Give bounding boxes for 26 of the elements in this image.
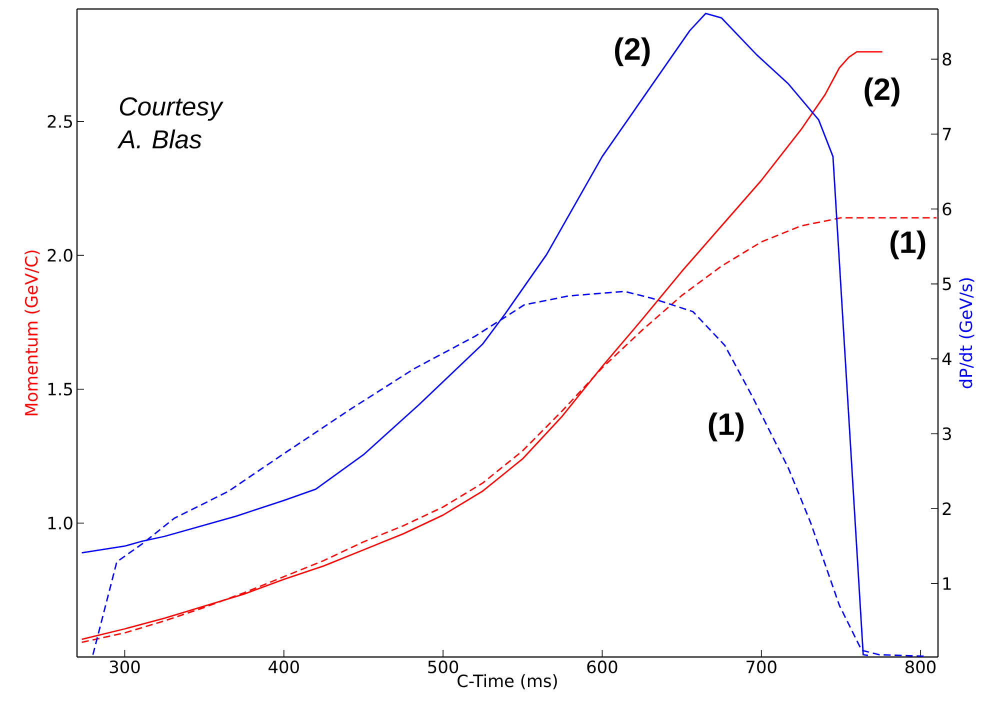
x-tick-label: 300 — [110, 660, 140, 674]
y-tick-label: 1.0 — [48, 516, 72, 530]
y2-tick-label: 8 — [942, 52, 952, 66]
x-tick-label: 600 — [587, 660, 618, 674]
y2-tick-label: 3 — [942, 427, 951, 440]
y2-axis-title: dP/dt (GeV/s) — [959, 278, 974, 388]
annotation: (2) — [864, 78, 900, 106]
x-tick-label: 500 — [428, 660, 458, 674]
y2-tick-label: 5 — [942, 278, 951, 290]
annotation: (1) — [890, 230, 926, 260]
y-axis-title: Momentum (GeV/C) — [24, 250, 40, 416]
y2-tick-label: 2 — [942, 502, 951, 515]
annotation: (1) — [708, 412, 744, 442]
x-tick-label: 800 — [905, 660, 936, 674]
y2-tick-label: 7 — [942, 128, 951, 140]
x-tick-label: 400 — [268, 660, 299, 674]
annotation: (2) — [615, 37, 650, 66]
y-tick-label: 1.5 — [48, 382, 72, 396]
y2-tick-label: 1 — [943, 577, 951, 590]
x-axis-title: C-Time (ms) — [458, 674, 557, 690]
y-tick-label: 2.5 — [48, 115, 72, 128]
y2-tick-label: 6 — [942, 202, 952, 216]
y-tick-label: 2.0 — [48, 248, 72, 262]
x-tick-label: 700 — [746, 660, 776, 674]
annotation: Courtesy A. Blas — [117, 97, 224, 149]
y2-tick-label: 4 — [942, 352, 952, 365]
